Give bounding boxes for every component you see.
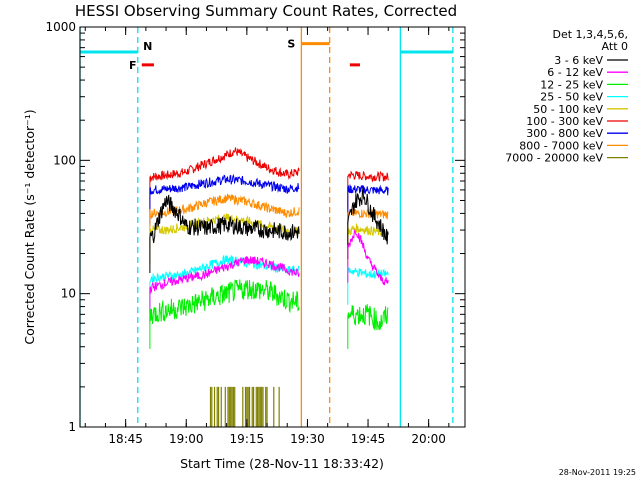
series-6-segment-2 (347, 266, 389, 305)
legend-entry-label: 12 - 25 keV (540, 78, 603, 91)
series-5-segment-1 (149, 194, 300, 273)
series-8-segment-1 (149, 279, 300, 349)
flare-label: F (129, 59, 137, 72)
series-6 (149, 254, 389, 314)
x-tick-label: 20:00 (411, 432, 446, 446)
series-2-segment-1 (149, 173, 300, 225)
night-label: N (143, 40, 152, 53)
series-4-segment-2 (347, 223, 389, 267)
series-7-segment-2 (347, 229, 389, 286)
legend-entry-label: 100 - 300 keV (526, 115, 603, 128)
timestamp: 28-Nov-2011 19:25 (559, 468, 636, 477)
saa-label: S (287, 38, 295, 51)
chart-title: HESSI Observing Summary Count Rates, Cor… (75, 2, 457, 20)
series-8-segment-2 (347, 304, 389, 349)
y-tick-label: 100 (53, 153, 76, 167)
legend-header: Att 0 (602, 40, 628, 53)
series-2 (149, 173, 389, 225)
y-axis-label: Corrected Count Rate (s⁻¹ detector⁻¹) (22, 109, 37, 344)
legend-entry-label: 25 - 50 keV (540, 91, 603, 104)
y-tick-label: 1 (68, 420, 76, 434)
series-5 (149, 187, 389, 273)
legend-entry-label: 50 - 100 keV (533, 103, 603, 116)
x-axis-label: Start Time (28-Nov-11 18:33:42) (180, 456, 384, 471)
x-tick-label: 19:15 (230, 432, 265, 446)
series-2-segment-2 (347, 184, 389, 224)
series-9 (209, 386, 280, 427)
axes: 18:45 19:00 19:15 19:30 19:45 20:00 1 10 100 1000 (45, 20, 465, 446)
series-6-segment-1 (149, 254, 300, 314)
x-tick-label: 19:00 (169, 432, 204, 446)
legend-entry-label: 7000 - 20000 keV (505, 152, 603, 165)
y-tick-label: 1000 (45, 20, 76, 34)
legend-entry-label: 3 - 6 keV (554, 54, 603, 67)
legend-entry-label: 800 - 7000 keV (519, 139, 603, 152)
series-1 (149, 147, 389, 212)
plot-area: NF S (79, 27, 454, 427)
plot-frame (79, 26, 466, 428)
series-8 (149, 279, 389, 349)
legend-header: Det 1,3,4,5,6, (552, 28, 628, 41)
series-1-segment-1 (149, 147, 300, 212)
x-tick-label: 19:30 (290, 432, 325, 446)
series-1-segment-2 (347, 170, 389, 210)
legend-entry-label: 300 - 800 keV (526, 127, 603, 140)
series-7 (149, 229, 389, 323)
series-7-segment-1 (149, 256, 300, 323)
y-tick-label: 10 (61, 287, 76, 301)
legend-entry-label: 6 - 12 keV (547, 66, 603, 79)
series-5-segment-2 (347, 187, 389, 260)
x-tick-label: 19:45 (351, 432, 386, 446)
x-tick-label: 18:45 (108, 432, 143, 446)
